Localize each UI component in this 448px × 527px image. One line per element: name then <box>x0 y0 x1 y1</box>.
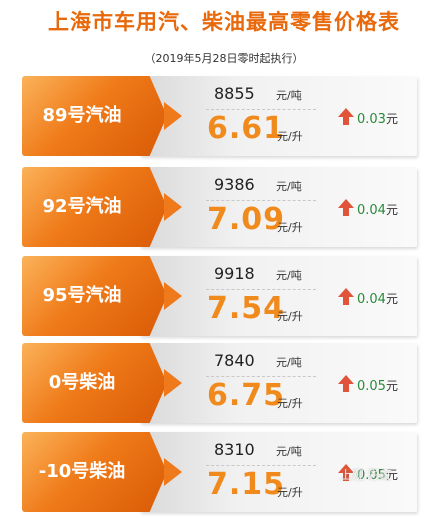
ton-price: 7840 <box>214 351 255 370</box>
liter-unit: 元/升 <box>277 130 303 143</box>
chevron-right-icon <box>164 458 182 486</box>
divider <box>206 465 316 466</box>
ton-unit: 元/吨 <box>276 180 302 193</box>
chevron-right-icon <box>164 193 182 221</box>
liter-unit: 元/升 <box>277 486 303 499</box>
fuel-label-badge <box>22 343 167 423</box>
liter-unit: 元/升 <box>277 310 303 323</box>
page-title: 上海市车用汽、柴油最高零售价格表 <box>48 10 400 34</box>
price-card <box>140 167 417 247</box>
change-value: 0.03 <box>357 112 386 127</box>
chevron-right-icon <box>164 369 182 397</box>
ton-unit: 元/吨 <box>276 445 302 458</box>
price-change: 0.03元 <box>357 110 398 127</box>
change-value: 0.04 <box>357 203 386 218</box>
price-card <box>140 343 417 423</box>
liter-price: 6.75 <box>207 378 286 413</box>
fuel-label: 89号汽油 <box>42 105 122 126</box>
price-card <box>140 432 417 512</box>
change-value: 0.05 <box>357 379 386 394</box>
fuel-label-badge <box>22 167 167 247</box>
ton-unit: 元/吨 <box>276 269 302 282</box>
change-value: 0.05 <box>357 468 386 483</box>
fuel-label-badge <box>22 432 167 512</box>
ton-unit: 元/吨 <box>276 356 302 369</box>
fuel-row: 89号汽油 8855 元/吨 6.61 元/升 0.03元 <box>0 76 448 158</box>
price-change: 0.04元 <box>357 201 398 218</box>
fuel-label: 0号柴油 <box>48 372 116 393</box>
chevron-right-icon <box>164 282 182 310</box>
divider <box>206 289 316 290</box>
price-card <box>140 76 417 156</box>
divider <box>206 200 316 201</box>
change-unit: 元 <box>385 112 398 126</box>
arrow-up-icon <box>338 464 354 482</box>
price-change: 0.05元 <box>357 466 398 483</box>
liter-price: 7.15 <box>207 467 286 502</box>
chevron-right-icon <box>164 102 182 130</box>
price-card <box>140 256 417 336</box>
liter-price: 6.61 <box>207 111 286 146</box>
arrow-up-icon <box>338 375 354 393</box>
ton-price: 8855 <box>214 84 255 103</box>
price-change: 0.05元 <box>357 377 398 394</box>
change-unit: 元 <box>385 203 398 217</box>
fuel-label-badge <box>22 256 167 336</box>
liter-price: 7.09 <box>207 202 286 237</box>
price-change: 0.04元 <box>357 290 398 307</box>
liter-unit: 元/升 <box>277 221 303 234</box>
change-value: 0.04 <box>357 292 386 307</box>
divider <box>206 109 316 110</box>
effective-date: （2019年5月28日零时起执行） <box>144 52 304 65</box>
liter-price: 7.54 <box>207 291 286 326</box>
fuel-row: -10号柴油 8310 元/吨 7.15 元/升 0.05元 <box>0 432 448 514</box>
fuel-label: 92号汽油 <box>42 196 122 217</box>
ton-price: 9386 <box>214 175 255 194</box>
watermark: 上观 彩虹 <box>340 468 392 482</box>
arrow-up-icon <box>338 199 354 217</box>
ton-price: 8310 <box>214 440 255 459</box>
change-unit: 元 <box>385 292 398 306</box>
change-unit: 元 <box>385 379 398 393</box>
fuel-row: 92号汽油 9386 元/吨 7.09 元/升 0.04元 <box>0 167 448 249</box>
fuel-row: 95号汽油 9918 元/吨 7.54 元/升 0.04元 <box>0 256 448 338</box>
arrow-up-icon <box>338 288 354 306</box>
ton-unit: 元/吨 <box>276 89 302 102</box>
fuel-label: -10号柴油 <box>38 461 126 482</box>
fuel-row: 0号柴油 7840 元/吨 6.75 元/升 0.05元 <box>0 343 448 425</box>
fuel-label: 95号汽油 <box>42 285 122 306</box>
ton-price: 9918 <box>214 264 255 283</box>
liter-unit: 元/升 <box>277 397 303 410</box>
fuel-label-badge <box>22 76 167 156</box>
change-unit: 元 <box>385 468 398 482</box>
arrow-up-icon <box>338 108 354 126</box>
divider <box>206 376 316 377</box>
